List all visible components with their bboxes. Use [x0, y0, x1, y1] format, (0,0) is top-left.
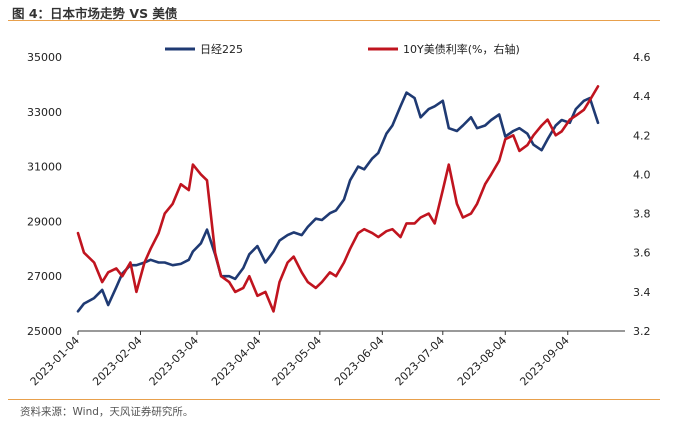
y-right-tick-label: 4.6: [633, 51, 651, 64]
legend-label-us10y: 10Y美债利率(%，右轴): [403, 42, 520, 56]
y-right-tick-label: 3.6: [633, 247, 651, 260]
series-lines: [76, 85, 600, 313]
y-right-tick-label: 4.0: [633, 168, 651, 181]
x-tick-label: 2023-04-04: [209, 334, 263, 388]
bottom-rule: [8, 399, 660, 400]
x-tick-label: 2023-08-04: [455, 334, 509, 388]
y-right-tick-label: 3.8: [633, 208, 651, 221]
y-right-axis-ticks: 3.2 3.4 3.6 3.8 4.0 4.2 4.4 4.6: [633, 51, 651, 338]
legend-label-nikkei225: 日经225: [200, 43, 243, 56]
source-note: 资料来源：Wind，天风证券研究所。: [20, 406, 194, 418]
x-tick-label: 2023-07-04: [393, 334, 447, 388]
nikkei225-line: [76, 91, 600, 313]
y-left-tick-label: 29000: [27, 215, 62, 228]
x-tick-label: 2023-05-04: [270, 334, 324, 388]
figure-title: 图 4：日本市场走势 VS 美债: [12, 6, 178, 21]
x-tick-label: 2023-01-04: [28, 334, 82, 388]
top-rule: [8, 20, 660, 21]
y-right-tick-label: 3.4: [633, 286, 651, 299]
legend: 日经225 10Y美债利率(%，右轴): [165, 42, 520, 56]
x-tick-label: 2023-09-04: [517, 334, 571, 388]
x-axis-ticks: 2023-01-04 2023-02-04 2023-03-04 2023-04-04…: [28, 331, 572, 388]
y-right-tick-label: 3.2: [633, 325, 651, 338]
y-left-tick-label: 25000: [27, 325, 62, 338]
y-left-tick-label: 31000: [27, 161, 62, 174]
y-right-tick-label: 4.4: [633, 90, 651, 103]
x-tick-label: 2023-06-04: [332, 334, 386, 388]
y-left-tick-label: 27000: [27, 270, 62, 283]
us10y-yield-line: [76, 85, 600, 313]
y-left-tick-label: 33000: [27, 106, 62, 119]
y-left-tick-label: 35000: [27, 51, 62, 64]
y-right-tick-label: 4.2: [633, 129, 651, 142]
x-tick-label: 2023-02-04: [90, 334, 144, 388]
x-tick-label: 2023-03-04: [147, 334, 201, 388]
y-left-axis-ticks: 25000 27000 29000 31000 33000 35000: [27, 51, 62, 338]
